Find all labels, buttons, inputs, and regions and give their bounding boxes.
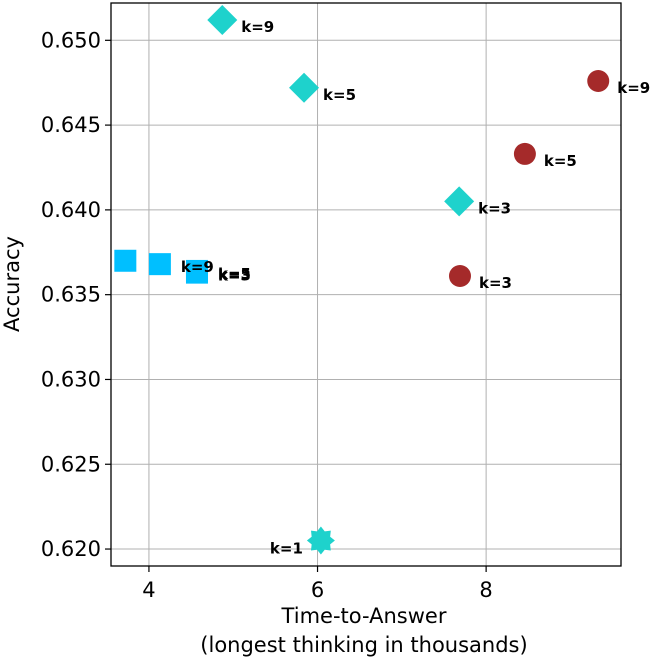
y-tick-label: 0.620 [41, 537, 101, 561]
square-marker [185, 261, 208, 284]
point-label: k=1 [270, 540, 303, 558]
plot-frame [110, 2, 622, 567]
y-tick-label: 0.650 [41, 28, 101, 52]
circle-marker [587, 70, 610, 93]
axis-ticks: 4 6 8 0.620 0.625 0.630 0.635 0.640 0.645 0.650 [41, 28, 493, 602]
y-tick-label: 0.630 [41, 367, 101, 391]
point-labels: k=9k=5k=3k=9k=5k=3k=9 k=5k=3k=1 [181, 18, 650, 558]
circle-marker [448, 265, 471, 288]
x-tick-label: 8 [479, 578, 492, 602]
point-label: k=9 [181, 258, 214, 276]
point-label: k=3 [479, 274, 512, 292]
square-marker [114, 249, 137, 272]
diamond-marker [444, 186, 475, 217]
x-tick-label: 4 [142, 578, 155, 602]
x-axis-label: Time-to-Answer [281, 604, 447, 628]
y-tick-label: 0.640 [41, 198, 101, 222]
grid-lines [111, 3, 621, 566]
point-label: k=3 [218, 267, 251, 285]
circle-marker [513, 142, 536, 165]
point-label: k=9 [617, 79, 650, 97]
star-marker [306, 526, 335, 555]
point-label: k=9 [241, 18, 274, 36]
diamond-marker [289, 72, 320, 103]
x-axis-label-line2: (longest thinking in thousands) [200, 633, 527, 657]
y-tick-label: 0.635 [41, 283, 101, 307]
point-label: k=5 [323, 86, 356, 104]
diamond-marker [207, 4, 238, 35]
y-axis-label: Accuracy [0, 236, 24, 332]
y-tick-label: 0.645 [41, 113, 101, 137]
square-marker [148, 253, 171, 276]
x-tick-label: 6 [311, 578, 324, 602]
y-tick-label: 0.625 [41, 452, 101, 476]
point-label: k=5 [218, 265, 251, 283]
point-label: k=3 [478, 199, 511, 217]
data-points [114, 4, 610, 555]
point-label: k=5 [544, 152, 577, 170]
